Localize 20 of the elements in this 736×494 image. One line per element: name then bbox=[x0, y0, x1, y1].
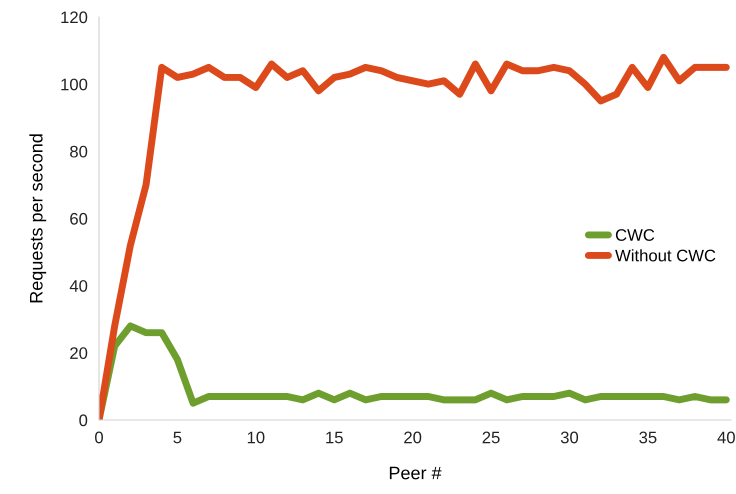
legend-label: Without CWC bbox=[615, 249, 716, 262]
x-tick-label: 10 bbox=[248, 432, 264, 444]
y-tick-label: 80 bbox=[70, 146, 88, 158]
y-tick-label: 40 bbox=[70, 280, 88, 292]
x-axis-title: Peer # bbox=[390, 466, 442, 480]
legend-label: CWC bbox=[616, 229, 654, 241]
y-axis-title: Requests per second bbox=[29, 134, 46, 302]
x-tick-label: 5 bbox=[173, 432, 182, 444]
y-tick-label: 0 bbox=[79, 414, 88, 426]
y-tick-label: 100 bbox=[61, 78, 88, 90]
x-tick-label: 35 bbox=[639, 432, 656, 444]
y-tick-label: 120 bbox=[61, 11, 88, 24]
x-tick-label: 25 bbox=[482, 432, 500, 444]
x-tick-label: 15 bbox=[326, 432, 343, 444]
x-tick-label: 30 bbox=[560, 432, 578, 444]
y-tick-label: 20 bbox=[70, 347, 88, 360]
x-tick-label: 40 bbox=[717, 432, 735, 444]
y-tick-label: 60 bbox=[70, 212, 88, 225]
x-tick-label: 20 bbox=[404, 432, 422, 444]
x-tick-label: 0 bbox=[95, 432, 103, 444]
